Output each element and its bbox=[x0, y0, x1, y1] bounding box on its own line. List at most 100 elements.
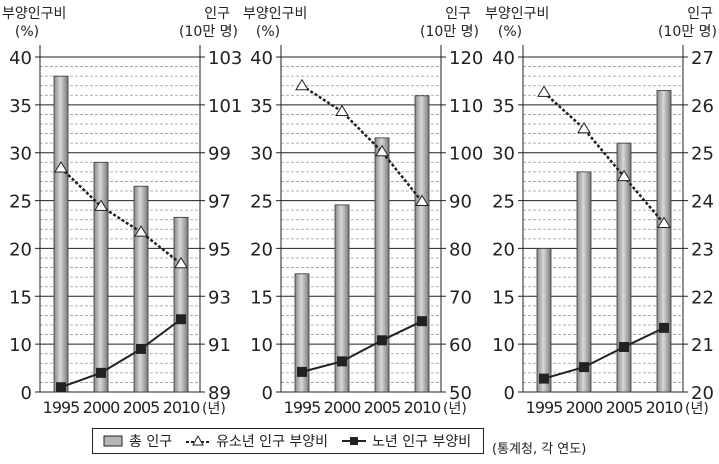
legend-label: 유소년 인구 부양비 bbox=[216, 434, 329, 450]
right-tick-label: 25 bbox=[691, 144, 714, 165]
x-tick-label: 2010 bbox=[646, 398, 684, 417]
right-tick-label: 91 bbox=[208, 335, 231, 356]
bar-total-population bbox=[536, 248, 552, 393]
point-elderly-dependency bbox=[377, 335, 387, 346]
right-tick-label: 89 bbox=[208, 383, 231, 404]
x-axis-unit: (년) bbox=[443, 401, 467, 417]
right-tick-label: 70 bbox=[449, 287, 472, 308]
bar-swatch-icon bbox=[103, 435, 123, 447]
left-tick-label: 15 bbox=[492, 287, 515, 308]
x-tick-label: 2010 bbox=[163, 398, 201, 417]
point-elderly-dependency bbox=[619, 342, 629, 353]
line-youth-dependency bbox=[60, 167, 182, 265]
point-elderly-dependency bbox=[96, 367, 106, 378]
point-elderly-dependency bbox=[417, 316, 427, 327]
left-tick-label: 30 bbox=[9, 144, 32, 165]
left-tick-label: 40 bbox=[250, 48, 273, 69]
left-axis-title: 부양인구비 bbox=[243, 6, 307, 22]
bar-total-population bbox=[133, 185, 149, 393]
left-tick-label: 10 bbox=[250, 335, 273, 356]
point-youth-dependency bbox=[335, 104, 349, 117]
legend-item-youth: 유소년 인구 부양비 bbox=[186, 431, 328, 451]
bar-total-population bbox=[576, 171, 592, 393]
right-tick-label: 60 bbox=[449, 335, 472, 356]
x-axis-unit: (년) bbox=[685, 401, 709, 417]
x-tick-label: 2005 bbox=[123, 398, 160, 417]
left-axis-title: 부양인구비 bbox=[485, 6, 549, 22]
right-tick-label: 95 bbox=[208, 239, 231, 260]
left-tick-label: 25 bbox=[9, 192, 32, 213]
right-tick-label: 100 bbox=[449, 144, 483, 165]
point-elderly-dependency bbox=[337, 356, 347, 367]
right-axis-title: 인구 bbox=[445, 6, 471, 22]
left-axis-unit: (%) bbox=[498, 24, 522, 40]
right-tick-label: 21 bbox=[691, 335, 714, 356]
left-tick-label: 40 bbox=[492, 48, 515, 69]
bar-total-population bbox=[53, 75, 69, 393]
left-tick-label: 30 bbox=[250, 144, 273, 165]
left-tick-label: 35 bbox=[250, 96, 273, 117]
bar-total-population bbox=[656, 90, 672, 393]
x-tick-label: 1995 bbox=[284, 398, 321, 417]
x-tick-label: 1995 bbox=[526, 398, 563, 417]
legend-label: 노년 인구 부양비 bbox=[372, 434, 472, 450]
line-elderly-dependency bbox=[543, 326, 665, 380]
point-youth-dependency bbox=[537, 85, 551, 97]
x-tick-label: 1995 bbox=[43, 398, 80, 417]
left-tick-label: 20 bbox=[492, 239, 515, 260]
right-axis-title: 인구 bbox=[687, 6, 713, 22]
point-youth-dependency bbox=[295, 78, 309, 91]
bar-total-population bbox=[334, 204, 350, 393]
line-elderly-dependency bbox=[60, 318, 182, 389]
legend-label: 총 인구 bbox=[129, 434, 173, 450]
right-tick-label: 80 bbox=[449, 239, 472, 260]
right-axis-title: 인구 bbox=[204, 6, 230, 22]
right-tick-label: 26 bbox=[691, 96, 714, 117]
point-youth-dependency bbox=[94, 199, 108, 211]
legend: 총 인구 유소년 인구 부양비 노년 인구 부양비 bbox=[92, 428, 484, 454]
left-axis-unit: (%) bbox=[15, 24, 39, 40]
point-youth-dependency bbox=[54, 161, 68, 173]
point-youth-dependency bbox=[415, 194, 429, 207]
point-elderly-dependency bbox=[297, 366, 307, 377]
left-tick-label: 40 bbox=[9, 48, 32, 69]
right-tick-label: 24 bbox=[691, 192, 714, 213]
chart-panel-2: 40 120 35 110 30 100 25 90 20 80 15 70 10 60 0 50 부양인구비 (… bbox=[243, 6, 483, 417]
point-youth-dependency bbox=[174, 256, 188, 269]
x-tick-label: 2000 bbox=[566, 398, 604, 417]
right-tick-label: 110 bbox=[449, 96, 483, 117]
right-tick-label: 101 bbox=[208, 96, 242, 117]
left-tick-label: 0 bbox=[504, 383, 515, 404]
bar-total-population bbox=[374, 137, 390, 393]
x-tick-label: 2000 bbox=[324, 398, 362, 417]
right-tick-label: 50 bbox=[449, 383, 472, 404]
bar-total-population bbox=[173, 216, 189, 393]
chart-panel-1: 40 103 35 101 30 99 25 97 20 95 15 93 10 91 0 89 부양인구비 (%… bbox=[2, 6, 242, 417]
point-youth-dependency bbox=[657, 216, 671, 229]
legend-item-elderly: 노년 인구 부양비 bbox=[342, 431, 471, 451]
point-youth-dependency bbox=[375, 144, 389, 157]
left-tick-label: 35 bbox=[492, 96, 515, 117]
chart-svg: 40 103 35 101 30 99 25 97 20 95 15 93 10 91 0 89 부양인구비 (%… bbox=[2, 6, 717, 417]
bar-total-population bbox=[414, 95, 430, 393]
right-tick-label: 23 bbox=[691, 239, 714, 260]
point-elderly-dependency bbox=[136, 343, 146, 354]
right-tick-label: 120 bbox=[449, 48, 483, 69]
bar-total-population bbox=[294, 273, 310, 393]
left-tick-label: 25 bbox=[492, 192, 515, 213]
line-youth-dependency bbox=[543, 91, 665, 225]
left-tick-label: 30 bbox=[492, 144, 515, 165]
right-tick-label: 20 bbox=[691, 383, 714, 404]
left-axis-title: 부양인구비 bbox=[2, 6, 66, 22]
triangle-line-icon bbox=[186, 435, 211, 446]
x-tick-label: 2000 bbox=[83, 398, 121, 417]
right-axis-unit: (10만 명) bbox=[179, 24, 238, 40]
left-tick-label: 10 bbox=[492, 335, 515, 356]
chart-panel-3: 40 27 35 26 30 25 25 24 20 23 15 22 10 21 0 20 부양인구비 (%) 인… bbox=[485, 6, 717, 417]
legend-item-total: 총 인구 bbox=[103, 431, 172, 451]
right-tick-label: 99 bbox=[208, 144, 231, 165]
right-tick-label: 93 bbox=[208, 287, 231, 308]
x-tick-label: 2005 bbox=[364, 398, 401, 417]
point-elderly-dependency bbox=[56, 382, 66, 393]
right-axis-unit: (10만 명) bbox=[658, 24, 717, 40]
